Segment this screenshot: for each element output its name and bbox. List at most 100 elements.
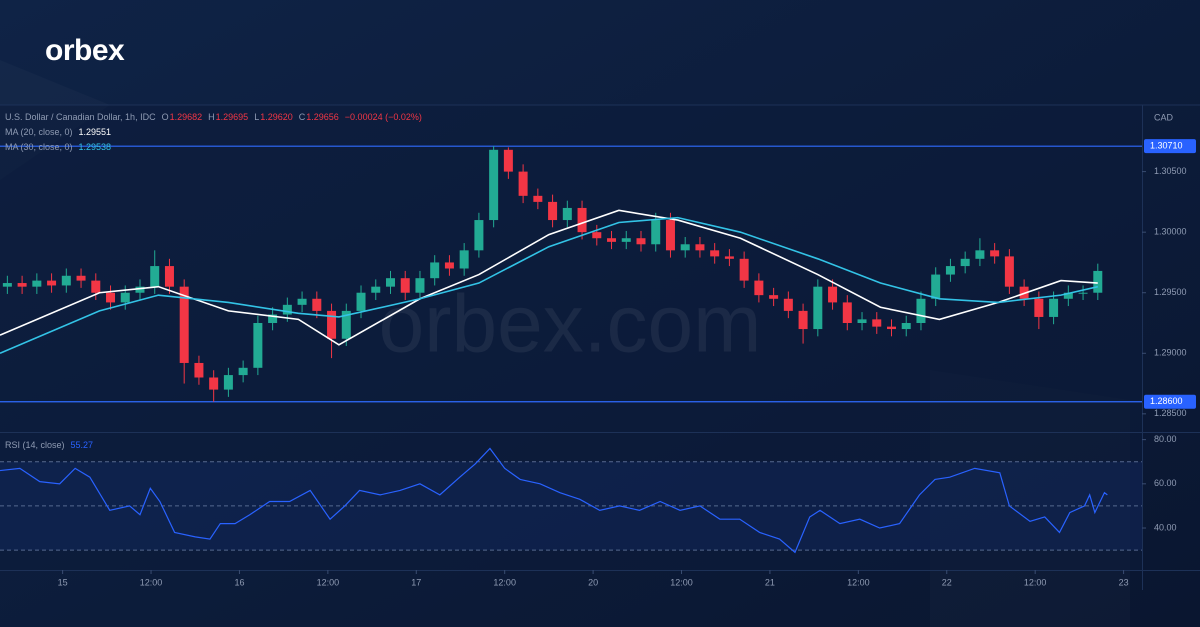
candle-body <box>886 326 896 330</box>
x-tick-label: 12:00 <box>1024 577 1047 587</box>
ma-legend: MA (20, close, 0) 1.29551 <box>5 127 111 137</box>
candle-body <box>651 220 661 245</box>
candle-body <box>400 278 410 293</box>
ohlc-value: 1.29695 <box>216 112 249 122</box>
candle-body <box>253 323 263 368</box>
ohlc-value: 1.29682 <box>170 112 203 122</box>
candle-body <box>739 258 749 281</box>
rsi-line <box>0 447 1108 554</box>
candle-body <box>680 244 690 251</box>
y-tick-label: 40.00 <box>1154 522 1177 532</box>
candle-body <box>106 292 116 303</box>
rsi-legend: RSI (14, close) 55.27 <box>5 440 93 450</box>
candle-body <box>91 280 101 293</box>
watermark: orbex.com <box>379 279 762 370</box>
candle-body <box>150 266 160 287</box>
x-tick-label: 22 <box>942 577 952 587</box>
rsi-name: RSI (14, close) <box>5 440 65 450</box>
candle-body <box>1063 292 1073 299</box>
ma-last: 1.29538 <box>79 142 112 152</box>
candle-body <box>783 298 793 311</box>
y-tick-label: 60.00 <box>1154 478 1177 488</box>
ohlc-key: L <box>254 112 259 122</box>
candle-body <box>356 292 366 311</box>
candle-body <box>282 304 292 315</box>
candle-body <box>32 280 42 287</box>
candle-body <box>76 275 86 281</box>
x-tick-label: 15 <box>58 577 68 587</box>
candle-body <box>990 250 1000 257</box>
candle-body <box>327 310 337 339</box>
candle-body <box>901 323 911 330</box>
candle-body <box>518 171 528 196</box>
level-tag <box>1144 139 1196 154</box>
candle-body <box>415 278 425 293</box>
candle-body <box>562 207 572 221</box>
logo: orbex <box>45 34 125 67</box>
symbol-title: U.S. Dollar / Canadian Dollar, 1h, IDC <box>5 112 156 122</box>
rsi-last: 55.27 <box>71 440 94 450</box>
candle-body <box>931 274 941 299</box>
candle-body <box>223 375 233 390</box>
candle-body <box>194 362 204 378</box>
candle-body <box>798 310 808 330</box>
y-tick-label: 1.29500 <box>1154 287 1187 297</box>
candle-body <box>975 250 985 259</box>
candle-body <box>1093 270 1103 293</box>
x-tick-label: 12:00 <box>670 577 693 587</box>
candle-body <box>916 298 926 323</box>
candle-body <box>1004 256 1014 287</box>
candle-body <box>430 262 440 279</box>
candle-body <box>1034 298 1044 317</box>
x-tick-label: 16 <box>234 577 244 587</box>
candle-body <box>813 286 823 330</box>
moving-average <box>0 209 1098 346</box>
ma-last: 1.29551 <box>79 127 112 137</box>
candle-body <box>385 278 395 287</box>
candle-body <box>960 258 970 267</box>
candle-body <box>872 319 882 327</box>
ma-legend: MA (30, close, 0) 1.29538 <box>5 142 111 152</box>
candle-body <box>459 250 469 269</box>
candle-body <box>754 280 764 296</box>
candle-body <box>135 286 145 293</box>
candle-body <box>607 238 617 242</box>
candle-body <box>164 266 174 287</box>
candle-body <box>592 232 602 239</box>
candle-body <box>312 298 322 311</box>
level-label: 1.30710 <box>1150 141 1183 151</box>
candle-body <box>695 244 705 251</box>
moving-average <box>0 216 1098 355</box>
x-tick-label: 17 <box>411 577 421 587</box>
candle-body <box>297 298 307 305</box>
candle-body <box>179 286 189 363</box>
candle-body <box>341 310 351 339</box>
x-tick-label: 12:00 <box>140 577 163 587</box>
candle-body <box>17 283 27 287</box>
candle-body <box>489 149 499 221</box>
header: U.S. Dollar / Canadian Dollar, 1h, IDC O1… <box>5 112 422 122</box>
ohlc-key: H <box>208 112 215 122</box>
candle-body <box>945 266 955 275</box>
change: −0.00024 (−0.02%) <box>345 112 422 122</box>
candle-body <box>710 250 720 257</box>
candle-body <box>857 319 867 323</box>
candle-body <box>47 280 57 286</box>
candle-body <box>621 238 631 242</box>
candle-body <box>828 286 838 303</box>
candle-body <box>444 262 454 269</box>
x-tick-label: 20 <box>588 577 598 587</box>
candle-body <box>1078 292 1088 294</box>
candle-body <box>61 275 71 286</box>
candle-body <box>665 220 675 251</box>
x-tick-label: 12:00 <box>493 577 516 587</box>
level-tag <box>1144 394 1196 409</box>
currency-label: CAD <box>1154 112 1174 122</box>
ohlc-key: C <box>299 112 306 122</box>
x-tick-label: 21 <box>765 577 775 587</box>
ma-name: MA (20, close, 0) <box>5 127 73 137</box>
candle-body <box>268 314 278 323</box>
chart-layer: 1.30500 1.30000 1.29500 1.29000 1.28500 CAD 1.… <box>0 112 1196 587</box>
candle-body <box>577 207 587 233</box>
